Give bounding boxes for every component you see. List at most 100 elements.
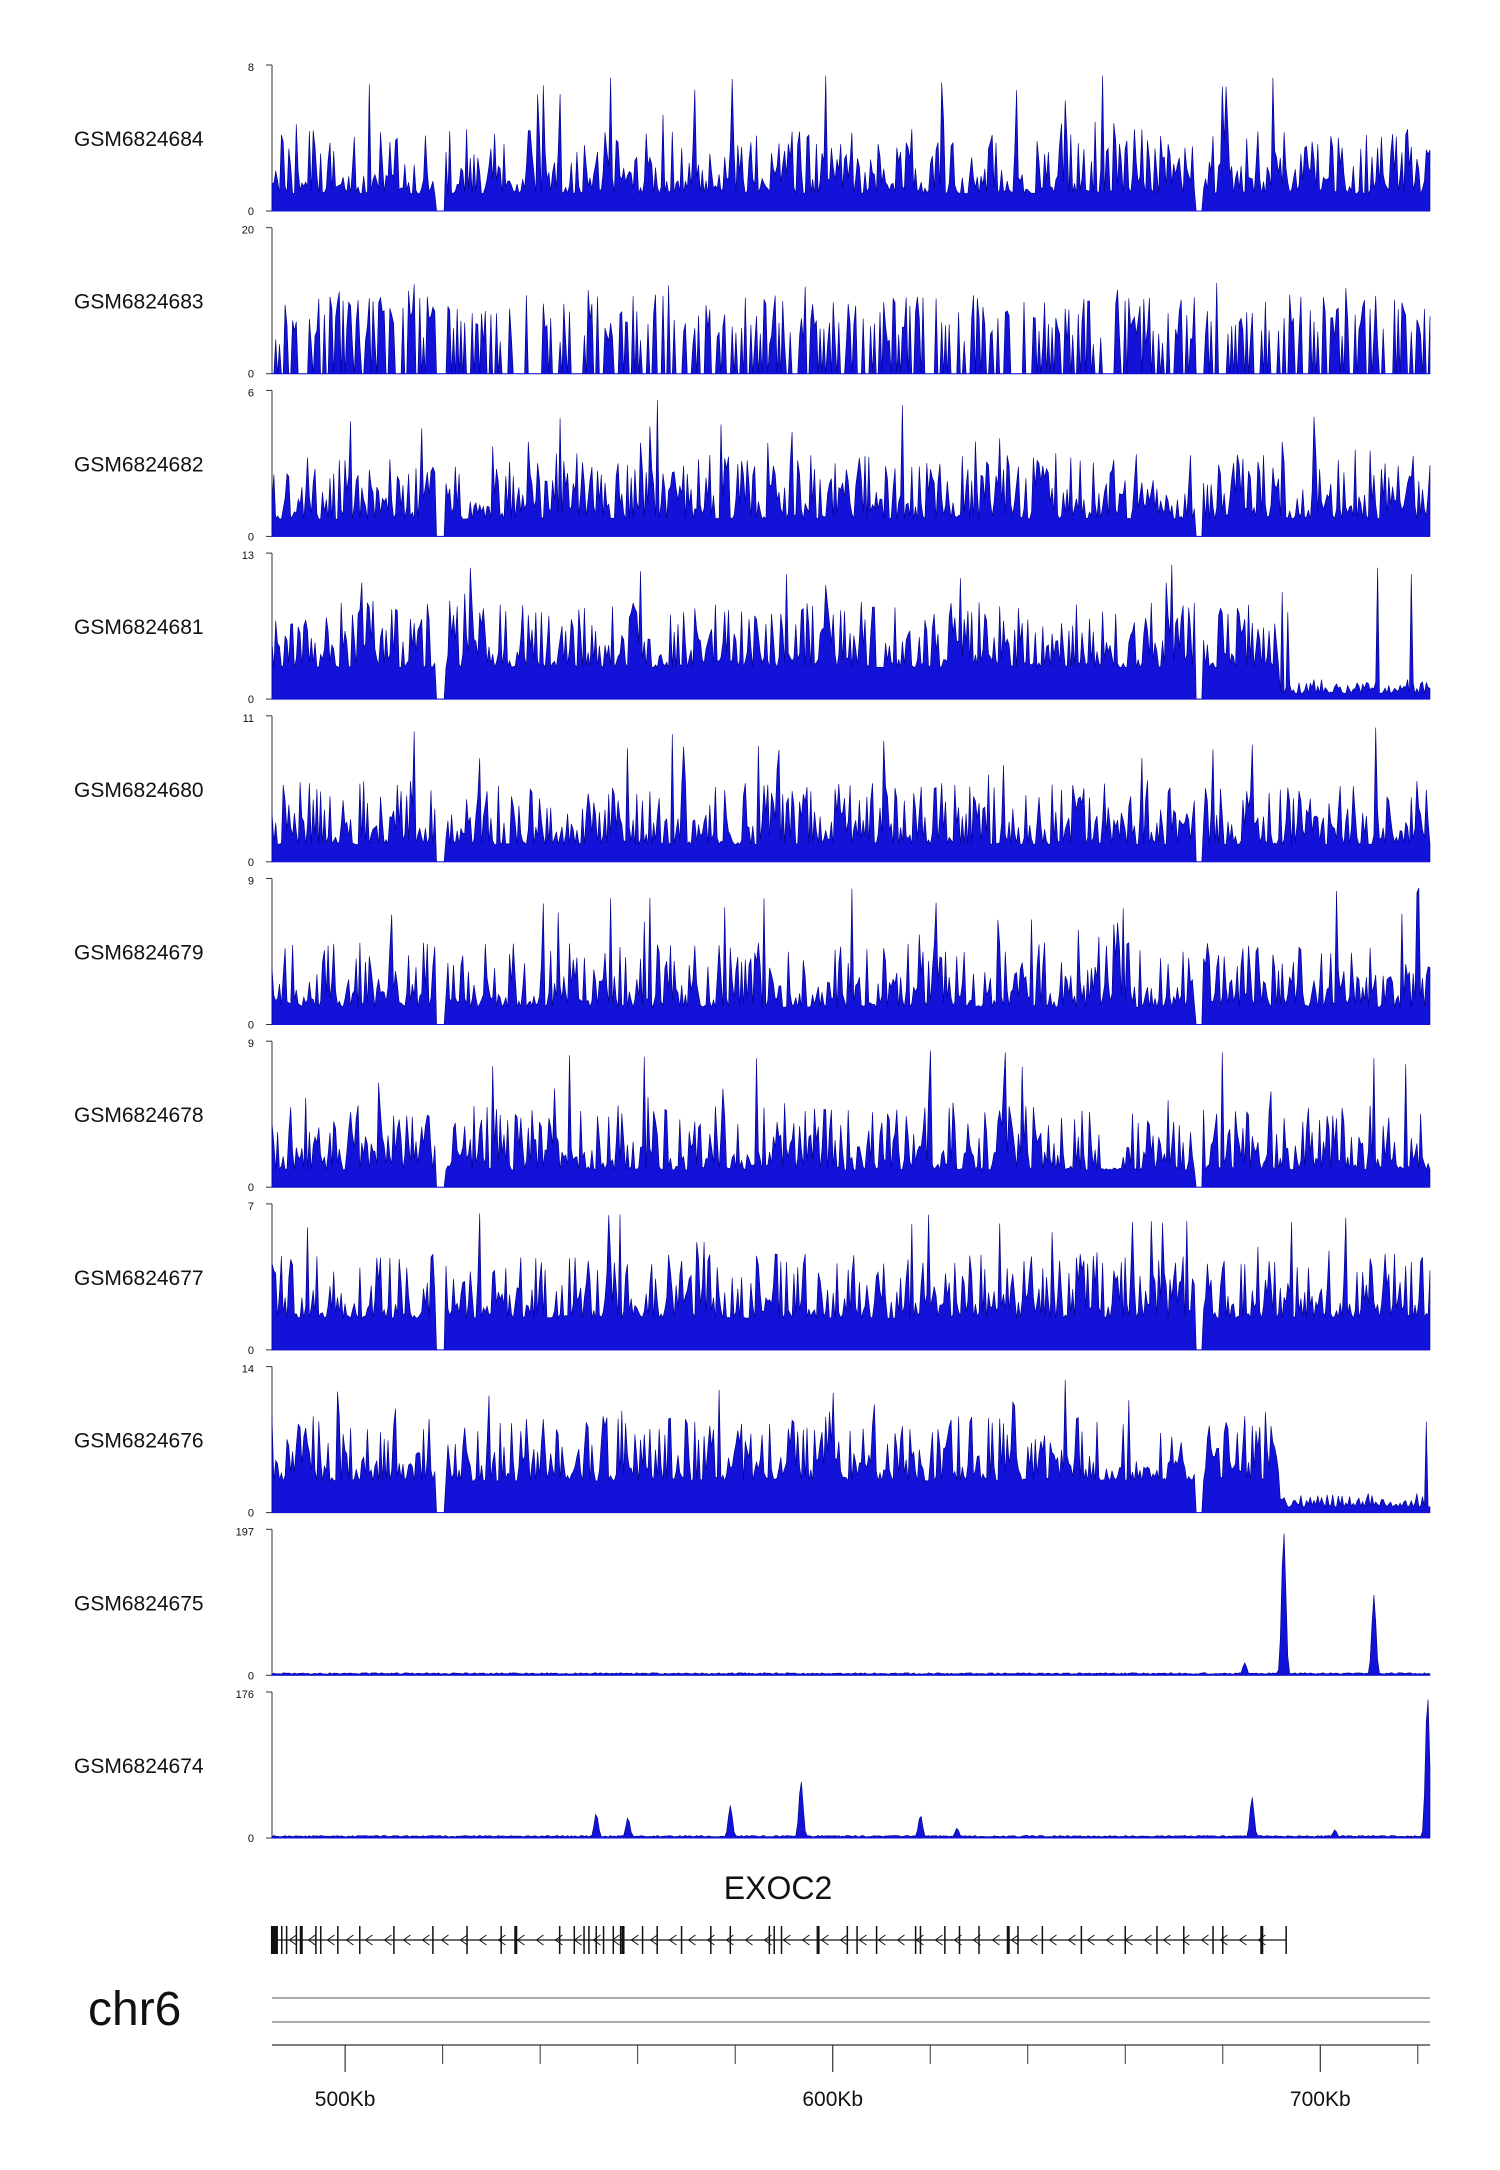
strand-arrow (1029, 1934, 1038, 1946)
exon (359, 1926, 361, 1954)
exon (780, 1926, 783, 1954)
exon (729, 1926, 732, 1954)
signal-area (271, 400, 1431, 537)
y-min-label: 0 (248, 1833, 254, 1845)
chromosome-label: chr6 (88, 1983, 181, 2036)
exon (295, 1926, 298, 1954)
exon (641, 1926, 644, 1954)
track-name-label: GSM6824680 (74, 779, 204, 802)
exon (875, 1926, 878, 1954)
track-name-label: GSM6824678 (74, 1104, 204, 1127)
strand-arrow (877, 1934, 886, 1946)
exon (1041, 1926, 1044, 1954)
strand-arrow (820, 1934, 829, 1946)
exon (944, 1926, 946, 1954)
x-tick-label: 500Kb (315, 2088, 376, 2111)
signal-area (272, 282, 1431, 374)
exon (285, 1926, 288, 1954)
exon (1222, 1926, 1224, 1954)
signal-area (271, 564, 1431, 700)
exon (919, 1926, 922, 1954)
exon (978, 1926, 980, 1954)
strand-arrow (1162, 1934, 1171, 1946)
y-max-label: 9 (248, 1038, 254, 1050)
exon (466, 1926, 468, 1954)
track-GSM6824683: GSM6824683 20 0 (74, 225, 1431, 381)
exon (612, 1926, 615, 1954)
exon (583, 1926, 585, 1954)
exon (621, 1926, 625, 1954)
track-GSM6824674: GSM6824674 176 0 (74, 1689, 1431, 1845)
strand-arrow (326, 1934, 335, 1946)
strand-arrow (706, 1934, 715, 1946)
exon (856, 1926, 858, 1954)
exon (1156, 1926, 1158, 1954)
strand-arrow (1200, 1934, 1209, 1946)
signal-area (271, 75, 1431, 212)
strand-arrow (1010, 1934, 1019, 1946)
exon (710, 1926, 712, 1954)
x-tick-label: 600Kb (802, 2088, 863, 2111)
strand-arrow (364, 1934, 373, 1946)
exon (914, 1926, 917, 1954)
exon (773, 1926, 775, 1954)
strand-arrow (630, 1934, 639, 1946)
strand-arrow (421, 1934, 430, 1946)
coordinate-axis: chr6 500Kb 600Kb 700Kb (88, 1983, 1430, 2111)
strand-arrow (991, 1934, 1000, 1946)
y-max-label: 9 (248, 876, 254, 888)
y-min-label: 0 (248, 1182, 254, 1194)
signal-tracks: GSM682468480GSM6824683200GSM682468260GSM… (74, 62, 1431, 1845)
track-name-label: GSM6824684 (74, 128, 204, 151)
y-max-label: 20 (242, 225, 254, 237)
strand-arrow (1143, 1934, 1152, 1946)
track-name-label: GSM6824675 (74, 1592, 204, 1615)
y-max-label: 14 (242, 1364, 254, 1376)
y-min-label: 0 (248, 1345, 254, 1357)
y-max-label: 7 (248, 1201, 254, 1213)
exon (1183, 1926, 1185, 1954)
strand-arrow (440, 1934, 449, 1946)
strand-arrow (1067, 1934, 1076, 1946)
exon (558, 1926, 561, 1954)
exon (500, 1926, 502, 1954)
strand-arrow (535, 1934, 544, 1946)
exon (1285, 1926, 1287, 1954)
strand-arrow (744, 1934, 753, 1946)
exon (432, 1926, 434, 1954)
strand-arrow (972, 1934, 981, 1946)
track-name-label: GSM6824677 (74, 1267, 204, 1290)
strand-arrow (934, 1934, 943, 1946)
track-GSM6824676: GSM6824676 14 0 (74, 1364, 1431, 1520)
y-min-label: 0 (248, 694, 254, 706)
exon (1212, 1926, 1214, 1954)
track-name-label: GSM6824683 (74, 291, 204, 314)
track-GSM6824684: GSM6824684 8 0 (74, 62, 1431, 218)
y-min-label: 0 (248, 1670, 254, 1682)
y-max-label: 176 (236, 1689, 254, 1701)
strand-arrow (497, 1934, 506, 1946)
strand-arrow (1219, 1934, 1228, 1946)
track-GSM6824680: GSM6824680 11 0 (74, 713, 1431, 869)
signal-area (271, 1699, 1431, 1839)
strand-arrow (687, 1934, 696, 1946)
exon (1260, 1926, 1264, 1954)
track-GSM6824675: GSM6824675 197 0 (74, 1526, 1431, 1682)
exon (816, 1926, 820, 1954)
exon (602, 1926, 605, 1954)
strand-arrow (858, 1934, 867, 1946)
y-max-label: 8 (248, 62, 254, 74)
exon (595, 1926, 597, 1954)
strand-arrow (383, 1934, 392, 1946)
y-min-label: 0 (248, 1020, 254, 1032)
exon (1017, 1926, 1019, 1954)
strand-arrow (516, 1934, 525, 1946)
signal-area (271, 1213, 1431, 1351)
strand-arrow (1086, 1934, 1095, 1946)
exon (514, 1926, 518, 1954)
y-max-label: 6 (248, 387, 254, 399)
exon (656, 1926, 658, 1954)
exon (958, 1926, 961, 1954)
exon (337, 1926, 339, 1954)
strand-arrow (288, 1934, 297, 1946)
